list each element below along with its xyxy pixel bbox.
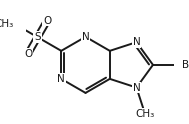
Text: N: N: [57, 74, 65, 84]
Text: N: N: [133, 37, 140, 47]
Text: N: N: [133, 83, 140, 93]
Text: Br: Br: [183, 60, 189, 70]
Text: CH₃: CH₃: [135, 108, 155, 119]
Text: N: N: [82, 32, 89, 42]
Text: O: O: [43, 16, 51, 26]
Text: CH₃: CH₃: [0, 18, 14, 29]
Text: O: O: [24, 49, 32, 59]
Text: S: S: [34, 32, 41, 42]
